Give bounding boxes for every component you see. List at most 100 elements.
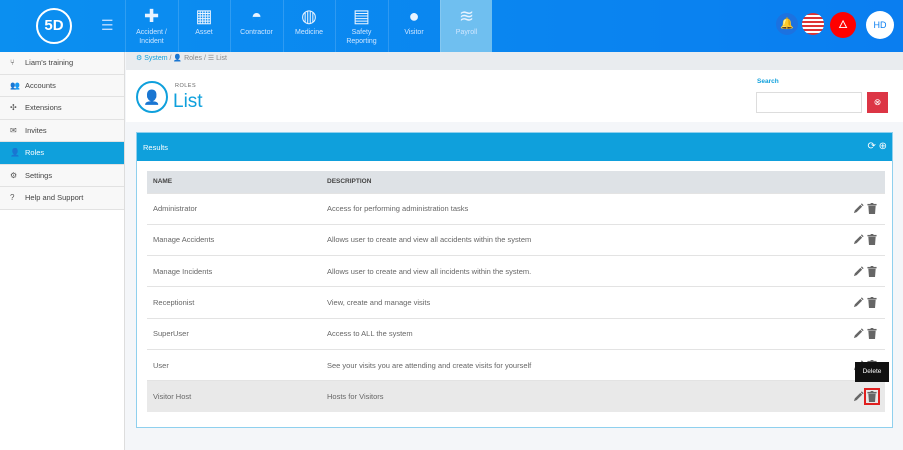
sidebar-item-accounts[interactable]: 👥 Accounts <box>0 74 124 97</box>
breadcrumb-roles[interactable]: 👤 Roles <box>173 55 202 62</box>
role-description: Access to ALL the system <box>321 317 825 350</box>
fire-icon[interactable]: 🜂 <box>830 12 856 38</box>
module-medicine[interactable]: ◍ Medicine <box>282 0 335 52</box>
page-subtitle: ROLES <box>175 83 197 89</box>
sidebar-item-label: Settings <box>25 170 53 180</box>
delete-icon[interactable] <box>864 388 880 406</box>
panel-header: Results ⟳ ⊕ <box>137 133 892 161</box>
table-row: Manage Incidents Allows user to create an… <box>147 255 885 287</box>
sidebar-item-label: Extensions <box>25 103 62 113</box>
module-payroll[interactable]: ≋ Payroll <box>440 0 492 52</box>
edit-icon[interactable] <box>853 203 864 214</box>
table-row: Visitor Host Hosts for Visitors <box>147 380 885 413</box>
panel-title: Results <box>143 143 169 152</box>
breadcrumb-label: Roles <box>184 55 202 62</box>
sidebar-item-label: Help and Support <box>25 193 84 203</box>
sidebar-item-label: Invites <box>25 125 47 135</box>
module-label: Payroll <box>455 29 478 36</box>
delete-icon[interactable] <box>867 234 877 246</box>
gears-icon: ⚙ <box>10 170 18 180</box>
edit-icon[interactable] <box>853 297 864 308</box>
pills-icon: ◍ <box>301 6 317 26</box>
sidebar-item-settings[interactable]: ⚙ Settings <box>0 164 124 187</box>
top-navbar: 5D ☰ ✚ Accident / Incident ▦ Asset ◓ Contract… <box>0 0 903 52</box>
roles-table: NAME DESCRIPTION Administrator Access for… <box>147 171 885 413</box>
boxes-icon: ▦ <box>195 6 213 26</box>
user-shield-icon: 👤 <box>136 81 168 113</box>
edit-icon[interactable] <box>853 391 864 402</box>
sidebar-item-label: Liam's training <box>25 58 74 68</box>
us-flag-icon[interactable] <box>802 13 824 35</box>
role-description: Allows user to create and view all accid… <box>321 223 825 256</box>
column-header-name[interactable]: NAME <box>147 171 321 193</box>
delete-icon[interactable] <box>867 203 877 215</box>
branch-icon: ⑂ <box>10 58 15 68</box>
table-row: Manage Accidents Allows user to create an… <box>147 223 885 256</box>
role-name: User <box>147 348 321 381</box>
role-name: Manage Incidents <box>147 255 321 287</box>
table-row: SuperUser Access to ALL the system <box>147 317 885 350</box>
logo[interactable]: 5D <box>36 8 72 44</box>
sidebar-item-roles[interactable]: 👤 Roles <box>0 142 124 165</box>
edit-icon[interactable] <box>853 266 864 276</box>
role-description: See your visits you are attending and cr… <box>321 348 825 381</box>
sidebar-item-liam-s-training[interactable]: ⑂ Liam's training <box>0 52 124 75</box>
results-panel: Results ⟳ ⊕ NAME DESCRIPTION Administrat… <box>136 132 893 428</box>
breadcrumb: ⚙ System / 👤 Roles / ☰ List <box>126 52 903 70</box>
role-description: Access for performing administration tas… <box>321 192 825 225</box>
edit-icon[interactable] <box>853 234 864 245</box>
sidebar-item-extensions[interactable]: ✣ Extensions <box>0 97 124 120</box>
file-shield-icon: ▤ <box>352 6 370 26</box>
sidebar-item-help-and-support[interactable]: ? Help and Support <box>0 187 124 210</box>
menu-toggle-icon[interactable]: ☰ <box>101 17 114 33</box>
sidebar-item-invites[interactable]: ✉ Invites <box>0 119 124 142</box>
role-name: Receptionist <box>147 286 321 319</box>
module-label: Safety Reporting <box>346 29 377 45</box>
hard-hat-icon: ◓ <box>251 6 262 26</box>
sidebar-item-label: Roles <box>25 148 45 158</box>
module-accident-incident[interactable]: ✚ Accident / Incident <box>125 0 177 52</box>
delete-icon[interactable] <box>867 297 877 309</box>
breadcrumb-system[interactable]: ⚙ System <box>136 55 168 62</box>
breadcrumb-list: ☰ List <box>207 55 227 62</box>
module-asset[interactable]: ▦ Asset <box>177 0 230 52</box>
coins-icon: ≋ <box>458 6 475 26</box>
user-shield-icon: 👤 <box>10 148 20 158</box>
role-description: View, create and manage visits <box>321 286 825 319</box>
clear-search-button[interactable]: ⊗ <box>867 92 888 113</box>
module-visitor[interactable]: ● Visitor <box>387 0 440 52</box>
table-row: Receptionist View, create and manage visi… <box>147 286 885 319</box>
question-circle-icon: ? <box>10 193 15 203</box>
avatar[interactable]: HD <box>866 11 894 39</box>
module-label: Visitor <box>404 29 424 36</box>
column-header-actions <box>825 171 885 193</box>
search-input[interactable] <box>756 92 862 113</box>
add-icon[interactable]: ⊕ <box>878 141 887 152</box>
users-icon: 👥 <box>10 80 20 90</box>
module-contractor[interactable]: ◓ Contractor <box>230 0 282 52</box>
bell-icon[interactable]: 🔔 <box>776 13 798 35</box>
module-label: Asset <box>195 29 213 36</box>
column-header-description[interactable]: DESCRIPTION <box>321 171 825 193</box>
module-label: Medicine <box>294 29 323 36</box>
delete-icon[interactable] <box>867 328 877 340</box>
breadcrumb-label: System <box>144 55 168 62</box>
page-title: List <box>173 91 203 112</box>
sidebar: ⑂ Liam's training 👥 Accounts ✣ Extensions ✉ Inv… <box>0 52 125 450</box>
page-header: 👤 ROLES List Search ⊗ <box>126 70 903 122</box>
role-name: Administrator <box>147 192 321 225</box>
user-icon: ● <box>408 6 420 26</box>
role-name: SuperUser <box>147 317 321 350</box>
edit-icon[interactable] <box>853 328 864 339</box>
module-safety-reporting[interactable]: ▤ Safety Reporting <box>335 0 387 52</box>
module-label: Accident / Incident <box>136 29 167 45</box>
delete-icon[interactable] <box>867 265 877 277</box>
search-label: Search <box>757 78 779 85</box>
puzzle-icon: ✣ <box>10 103 17 113</box>
refresh-icon[interactable]: ⟳ <box>867 141 876 152</box>
sidebar-item-label: Accounts <box>25 80 56 90</box>
role-name: Manage Accidents <box>147 223 321 256</box>
table-row: Administrator Access for performing admin… <box>147 192 885 225</box>
envelope-icon: ✉ <box>10 125 17 135</box>
first-aid-kit-icon: ✚ <box>143 6 160 26</box>
